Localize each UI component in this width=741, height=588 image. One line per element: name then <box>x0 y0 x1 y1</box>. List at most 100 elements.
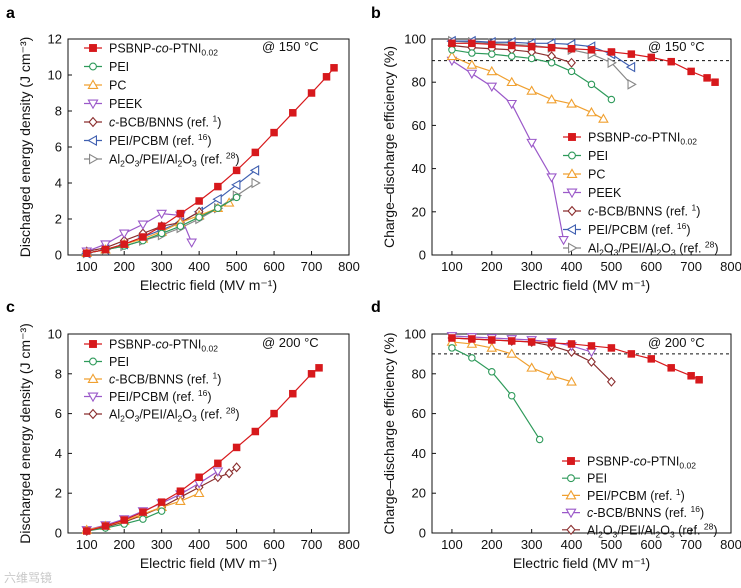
x-tick-label: 100 <box>441 259 463 274</box>
data-point <box>232 166 241 175</box>
data-point <box>587 46 596 54</box>
x-tick-label: 300 <box>521 259 543 274</box>
data-point <box>488 336 496 344</box>
data-point <box>176 222 185 230</box>
y-tick-label: 2 <box>55 486 62 501</box>
legend-marker <box>565 489 577 500</box>
data-point <box>214 182 222 191</box>
data-point <box>270 128 278 137</box>
data-point <box>251 148 260 157</box>
data-point <box>175 495 186 506</box>
data-point <box>468 335 476 343</box>
series-line <box>451 60 565 240</box>
data-point <box>547 43 556 52</box>
data-point <box>667 364 675 372</box>
legend-marker <box>568 151 576 160</box>
legend-label: PSBNP-co-PTNI0.02 <box>109 42 218 58</box>
series-0 <box>82 364 323 535</box>
y-tick-label: 8 <box>55 104 62 119</box>
temperature-label: @ 200 °C <box>648 335 705 350</box>
legend-label: PEI <box>587 472 607 486</box>
y-axis-label: Charge–discharge efficiency (%) <box>381 332 397 534</box>
legend-marker <box>567 457 575 465</box>
data-point <box>195 197 203 205</box>
data-point <box>527 338 536 346</box>
data-point <box>687 372 695 380</box>
data-point <box>195 213 203 221</box>
series-1 <box>448 46 616 104</box>
legend-label: Al2O3/PEI/Al2O3 (ref. 28) <box>588 240 719 258</box>
legend-entry: PEI <box>84 355 129 369</box>
x-tick-label: 600 <box>263 537 285 552</box>
data-point <box>703 74 711 82</box>
data-point <box>546 370 557 380</box>
data-point <box>526 85 538 95</box>
data-point <box>468 354 476 362</box>
x-axis-label: Electric field (MV m⁻¹) <box>513 277 650 293</box>
data-point <box>546 93 557 104</box>
series-2 <box>446 336 577 386</box>
y-tick-label: 100 <box>404 32 426 47</box>
y-tick-label: 100 <box>404 327 426 342</box>
series-0 <box>82 64 338 257</box>
x-tick-label: 800 <box>720 259 741 274</box>
data-point <box>137 220 149 230</box>
data-point <box>468 39 476 48</box>
data-point <box>547 339 556 347</box>
legend-marker <box>566 188 578 199</box>
data-point <box>249 165 260 176</box>
legend-marker <box>87 99 99 110</box>
data-point <box>598 113 609 123</box>
data-point <box>176 487 185 495</box>
legend-label: c-BCB/BNNS (ref. 1) <box>588 203 700 219</box>
legend-marker <box>567 205 577 217</box>
data-point <box>507 337 516 345</box>
data-point <box>193 487 205 498</box>
data-point <box>506 99 518 110</box>
legend-entry: c-BCB/BNNS (ref. 1) <box>563 203 700 219</box>
data-point <box>446 50 458 61</box>
legend-entry: PEI <box>562 472 607 486</box>
legend-marker <box>89 62 97 71</box>
data-point <box>448 334 456 342</box>
data-point <box>567 44 576 53</box>
x-tick-label: 100 <box>76 537 98 552</box>
series-line <box>86 466 237 532</box>
data-point <box>566 98 577 108</box>
x-tick-label: 600 <box>640 537 662 552</box>
temperature-label: @ 150 °C <box>262 39 319 54</box>
y-tick-label: 10 <box>48 68 62 83</box>
legend-entry: c-BCB/BNNS (ref. 16) <box>562 504 704 520</box>
data-point <box>607 344 616 352</box>
y-tick-label: 6 <box>55 406 62 421</box>
data-point <box>586 106 597 117</box>
data-point <box>607 95 616 104</box>
legend-label: PSBNP-co-PTNI0.02 <box>109 338 218 354</box>
data-point <box>195 473 203 482</box>
data-point <box>186 238 197 248</box>
x-tick-label: 500 <box>601 537 623 552</box>
legend-label: Al2O3/PEI/Al2O3 (ref. 28) <box>587 521 718 539</box>
legend-entry: PEI <box>563 149 608 163</box>
legend-marker <box>88 408 98 420</box>
data-point <box>82 249 91 257</box>
data-point <box>488 40 496 49</box>
legend-entry: PEI/PCBM (ref. 1) <box>562 487 685 503</box>
legend-entry: PEEK <box>563 186 622 200</box>
data-point <box>567 67 576 76</box>
data-point <box>526 138 538 149</box>
legend-entry: PC <box>84 79 126 93</box>
legend-entry: Al2O3/PEI/Al2O3 (ref. 28) <box>84 406 240 424</box>
y-tick-label: 0 <box>419 526 426 541</box>
plot-frame <box>431 38 732 256</box>
x-tick-label: 100 <box>441 537 463 552</box>
panel-label: c <box>6 299 15 316</box>
y-tick-label: 60 <box>412 118 426 133</box>
data-point <box>231 179 241 191</box>
legend-label: PEI/PCBM (ref. 1) <box>587 487 685 503</box>
y-tick-label: 40 <box>412 446 426 461</box>
x-tick-label: 400 <box>561 537 583 552</box>
legend-entry: Al2O3/PEI/Al2O3 (ref. 28) <box>563 240 719 258</box>
x-tick-label: 700 <box>680 259 702 274</box>
x-tick-label: 700 <box>301 259 323 274</box>
